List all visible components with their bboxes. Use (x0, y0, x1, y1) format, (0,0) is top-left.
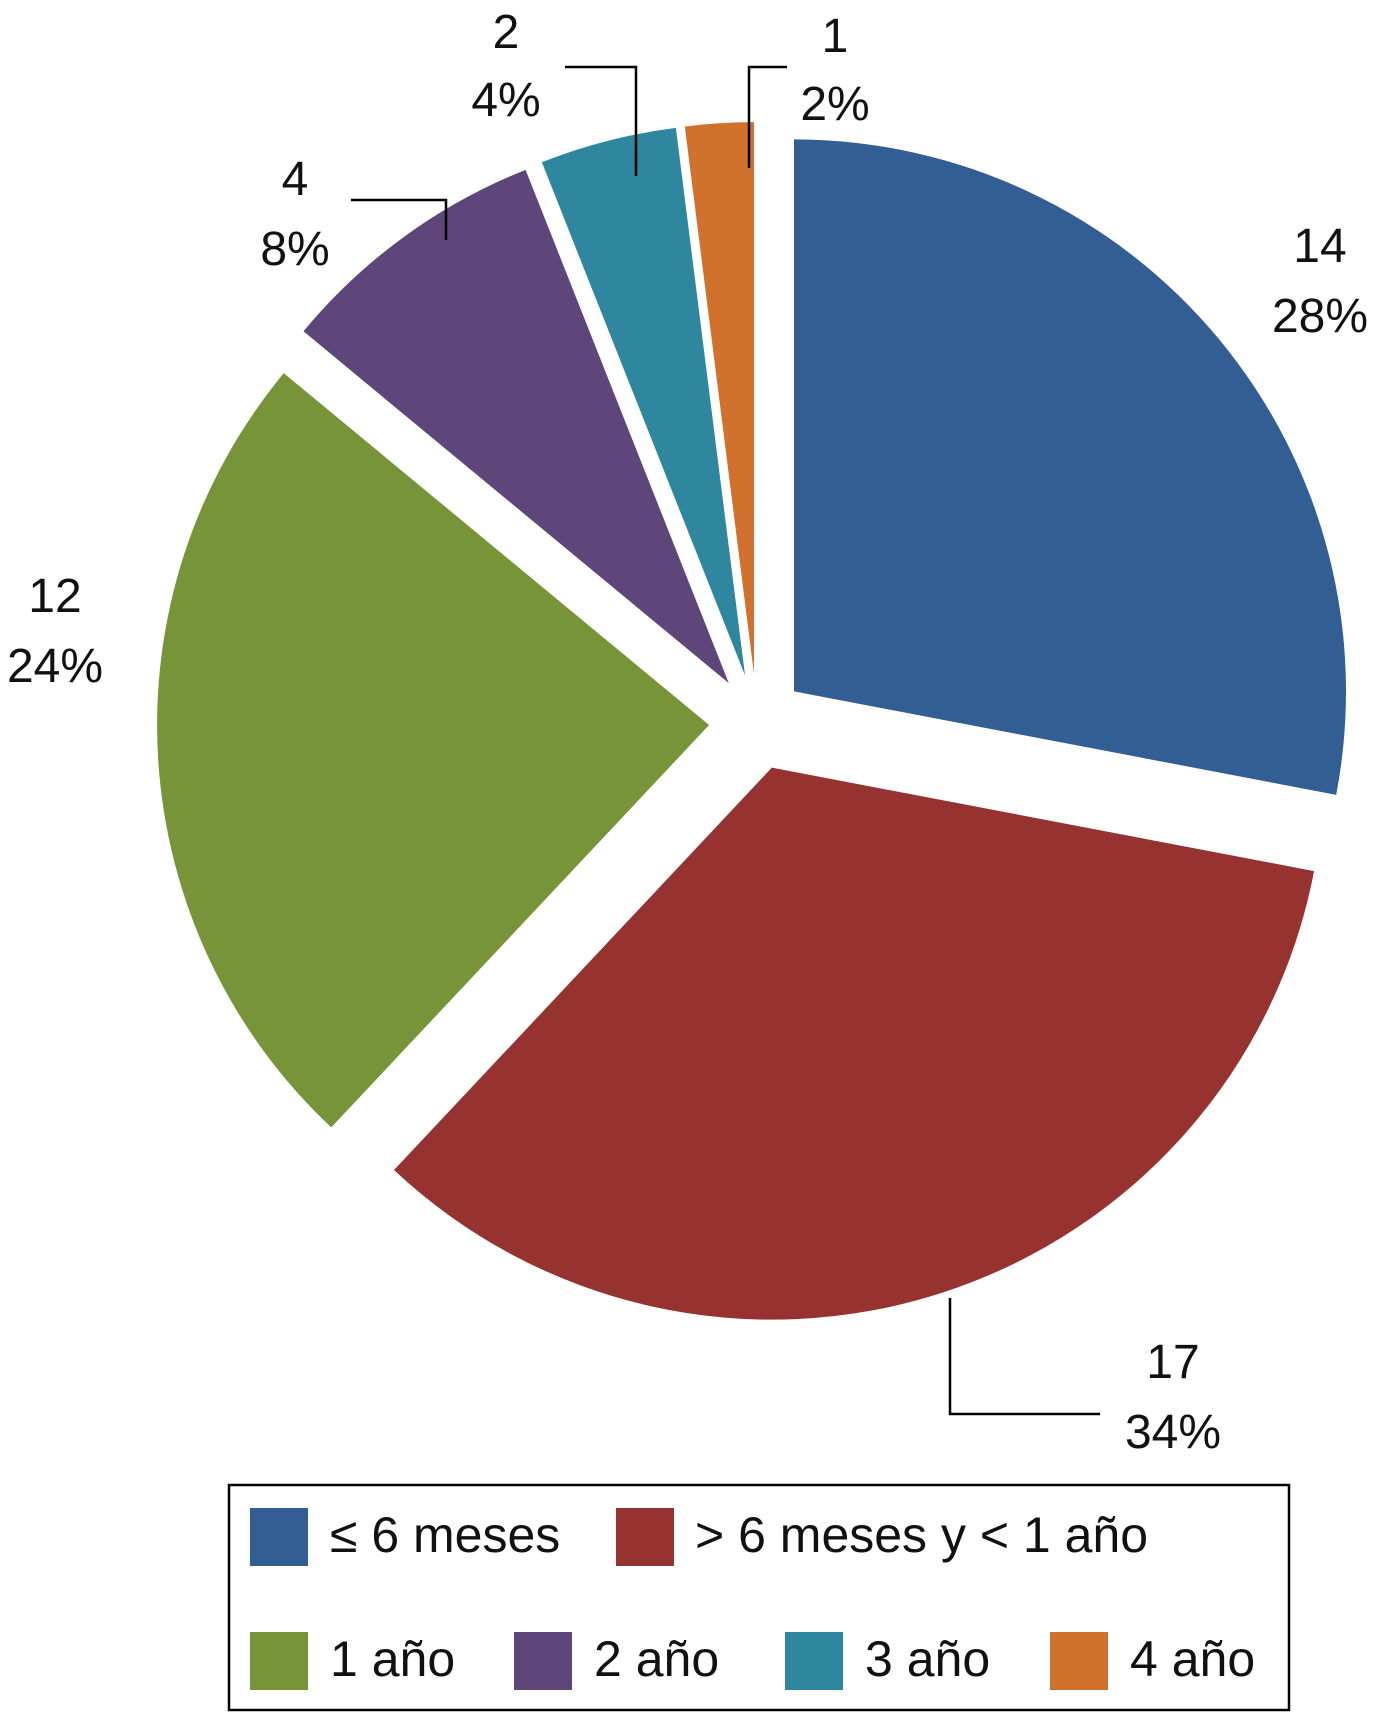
data-label-percent-1: 28% (1272, 290, 1368, 343)
data-label-percent-6: 2% (800, 78, 869, 131)
leader-lines (351, 65, 1100, 1416)
data-label-count-3: 12 (28, 570, 81, 623)
legend-swatch-4 (514, 1632, 572, 1690)
data-label-count-1: 14 (1293, 220, 1346, 273)
legend-label-5: 3 año (865, 1631, 990, 1687)
legend-swatch-3 (250, 1632, 308, 1690)
data-label-count-4: 4 (282, 153, 309, 206)
pie-slice-6 (684, 122, 754, 675)
data-label-percent-5: 4% (471, 74, 540, 127)
legend-swatch-2 (616, 1508, 674, 1566)
pie-slice-1 (793, 139, 1346, 795)
legend-border (227, 1483, 1291, 1712)
pie-slices (157, 122, 1346, 1320)
pie-slice-3 (157, 373, 710, 1128)
data-label-count-2: 17 (1146, 1336, 1199, 1389)
leader-line-4 (351, 198, 448, 240)
leader-line-5 (565, 65, 638, 176)
legend-label-1: ≤ 6 meses (330, 1507, 560, 1563)
pie-slice-2 (393, 767, 1315, 1320)
pie-slice-5 (541, 127, 746, 676)
legend-label-2: > 6 meses y < 1 año (695, 1507, 1148, 1563)
data-label-percent-2: 34% (1125, 1406, 1221, 1459)
legend: ≤ 6 meses > 6 meses y < 1 año 1 año 2 año 3 … (227, 1483, 1291, 1712)
legend-swatch-1 (250, 1508, 308, 1566)
legend-swatch-6 (1050, 1632, 1108, 1690)
data-label-count-6: 1 (822, 10, 849, 63)
data-label-percent-4: 8% (260, 223, 329, 276)
legend-label-6: 4 año (1130, 1631, 1255, 1687)
pie-slice-4 (303, 169, 729, 684)
leader-line-2 (948, 1298, 1100, 1416)
legend-label-4: 2 año (594, 1631, 719, 1687)
data-label-count-5: 2 (493, 6, 520, 59)
legend-swatch-5 (785, 1632, 843, 1690)
data-label-percent-3: 24% (7, 640, 103, 693)
legend-label-3: 1 año (330, 1631, 455, 1687)
leader-line-6 (747, 65, 787, 168)
